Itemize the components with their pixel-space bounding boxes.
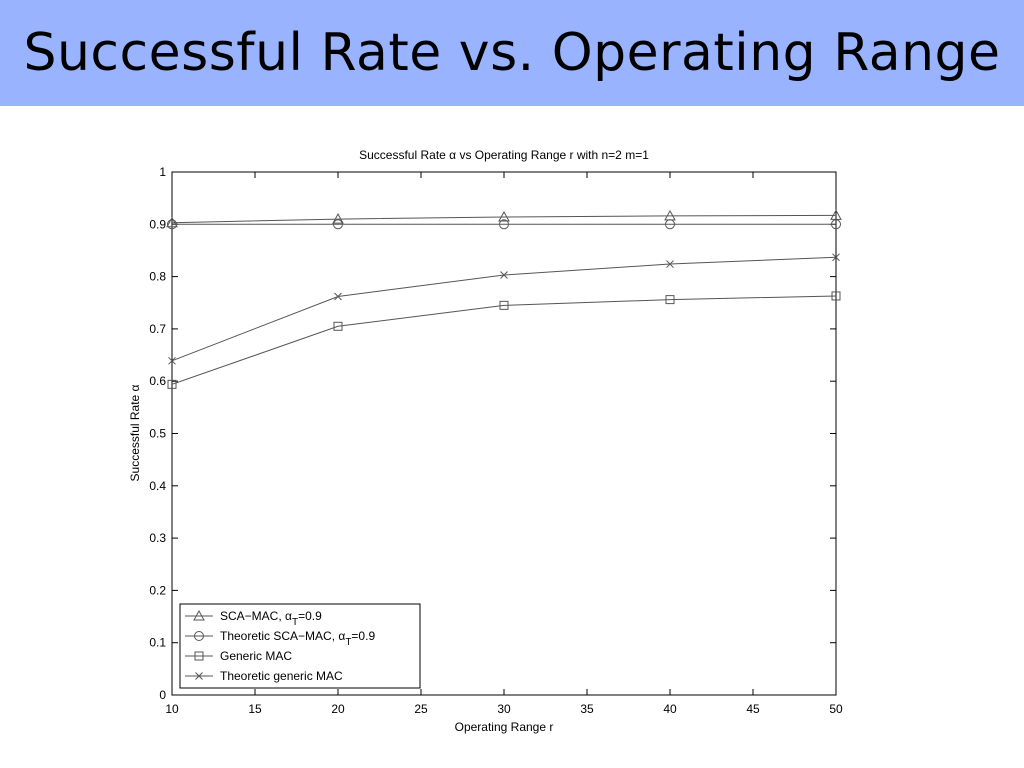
chart-title: Successful Rate α vs Operating Range r w… — [359, 148, 649, 162]
legend-item: Generic MAC — [185, 649, 292, 663]
y-tick-label: 0.5 — [149, 427, 166, 441]
legend-marker-x — [195, 672, 203, 680]
legend-marker-circle — [194, 631, 204, 641]
legend-item: SCA−MAC, αT=0.9 — [185, 609, 322, 628]
data-point-x — [666, 260, 674, 268]
x-tick-label: 25 — [414, 702, 428, 716]
legend-box — [179, 603, 421, 689]
data-point-x — [168, 356, 176, 365]
data-point-circle — [665, 219, 675, 230]
x-axis-label: Operating Range r — [455, 720, 554, 734]
y-tick-label: 0.4 — [149, 479, 166, 493]
x-tick-label: 20 — [331, 702, 345, 716]
y-tick-label: 0.3 — [149, 531, 166, 545]
data-point-x — [334, 292, 342, 301]
data-point-triangle — [332, 213, 344, 224]
series-triangle — [166, 209, 842, 228]
legend-item: Theoretic generic MAC — [185, 669, 343, 683]
data-point-triangle — [498, 210, 510, 222]
y-tick-label: 0.7 — [149, 322, 166, 336]
legend-marker-square — [194, 651, 204, 661]
data-point-square — [499, 300, 509, 310]
legend-label: Theoretic SCA−MAC, αT=0.9 — [220, 629, 375, 648]
y-tick-label: 0.1 — [149, 636, 166, 650]
legend-label: Theoretic generic MAC — [220, 669, 343, 683]
series-lines — [166, 209, 842, 389]
x-tick-label: 45 — [746, 702, 760, 716]
x-tick-label: 50 — [829, 702, 843, 716]
data-point-triangle — [166, 216, 178, 228]
data-point-square — [333, 321, 343, 331]
legend-marker-triangle — [193, 609, 205, 621]
data-point-square — [831, 291, 841, 301]
x-tick-label: 30 — [497, 702, 511, 716]
x-tick-label: 35 — [580, 702, 594, 716]
y-tick-label: 0.8 — [149, 270, 166, 284]
series-x — [168, 253, 840, 365]
x-tick-label: 40 — [663, 702, 677, 716]
slide-header-bar — [0, 0, 1024, 106]
y-tick-label: 0.6 — [149, 374, 166, 388]
y-axis-label: Successful Rate α — [128, 384, 142, 481]
data-point-circle — [167, 219, 177, 230]
axis-ticks: 10 15 20 25 30 35 40 45 50 0 0.1 0.2 0.3 0.4 0.5 0.6 0.7… — [149, 165, 843, 716]
series-circle — [167, 219, 841, 230]
series-line — [171, 295, 837, 385]
x-tick-label: 15 — [248, 702, 262, 716]
legend-label: Generic MAC — [220, 649, 292, 663]
y-tick-label: 1 — [159, 165, 166, 179]
data-point-circle — [499, 219, 509, 230]
series-square — [167, 291, 841, 389]
data-point-circle — [333, 219, 343, 230]
slide-title: Successful Rate vs. Operating Range — [23, 23, 1001, 83]
y-tick-label: 0.2 — [149, 583, 166, 597]
legend-label: SCA−MAC, αT=0.9 — [220, 609, 322, 628]
data-point-square — [167, 379, 177, 389]
data-point-circle — [831, 219, 841, 230]
legend-item: Theoretic SCA−MAC, αT=0.9 — [185, 629, 375, 648]
data-point-x — [500, 271, 508, 279]
series-line — [171, 214, 837, 224]
y-tick-label: 0 — [159, 688, 166, 702]
data-point-x — [832, 253, 840, 262]
data-point-square — [665, 295, 675, 305]
y-tick-label: 0.9 — [149, 217, 166, 231]
x-tick-label: 10 — [165, 702, 179, 716]
